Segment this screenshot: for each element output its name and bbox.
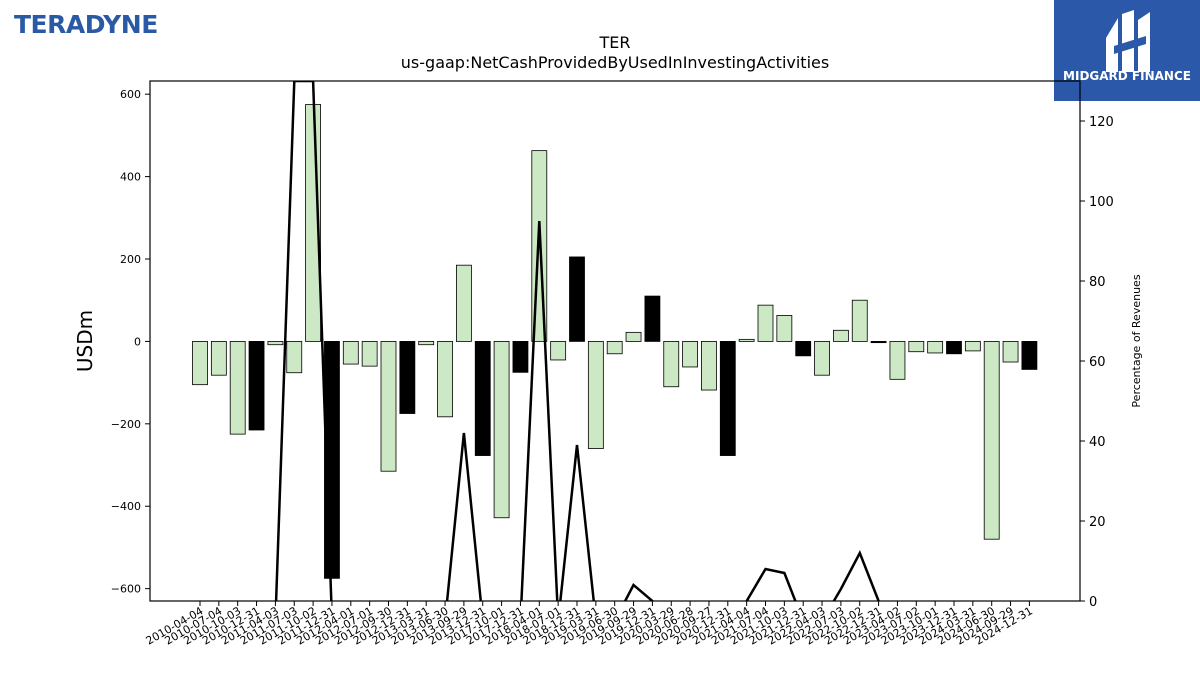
bar-2023-12-31 bbox=[946, 341, 962, 355]
bar-2019-03-31 bbox=[587, 341, 604, 449]
bar-2010-07-04 bbox=[210, 341, 227, 376]
bar-2010-12-31 bbox=[248, 341, 265, 431]
bar-2018-12-31 bbox=[569, 256, 585, 342]
y-axis-label: USDm bbox=[73, 310, 97, 372]
bar-2012-04-01 bbox=[342, 341, 359, 365]
bar-2021-10-03 bbox=[776, 315, 793, 342]
bar-2013-12-31 bbox=[474, 341, 491, 456]
bar-2020-06-28 bbox=[682, 341, 698, 368]
bar-2018-07-01 bbox=[550, 341, 567, 361]
y2-tick-label: 120 bbox=[1089, 115, 1114, 130]
y-tick-label: 0 bbox=[134, 335, 141, 348]
bar-2013-03-31 bbox=[418, 341, 435, 346]
y2-axis-label: Percentage of Revenues bbox=[1130, 274, 1143, 407]
bar-2010-10-03 bbox=[229, 341, 246, 435]
y-tick-label: 600 bbox=[120, 88, 141, 101]
y2-tick-label: 40 bbox=[1089, 435, 1106, 450]
y2-tick-label: 0 bbox=[1089, 595, 1097, 610]
bar-2024-09-29 bbox=[1002, 341, 1019, 363]
midgard-finance-label: MIDGARD FINANCE bbox=[1063, 69, 1191, 83]
bar-2023-07-02 bbox=[908, 341, 925, 353]
bar-2012-07-01 bbox=[361, 341, 378, 367]
plot-frame bbox=[149, 80, 1081, 602]
bar-2020-09-27 bbox=[701, 341, 717, 391]
bar-2013-06-30 bbox=[437, 341, 453, 418]
bar-2019-12-31 bbox=[644, 295, 661, 342]
bar-2012-12-31 bbox=[399, 341, 416, 414]
midgard-finance-logo: MIDGARD FINANCE bbox=[1054, 0, 1200, 101]
bar-2020-03-29 bbox=[663, 341, 680, 388]
chart-title: TER bbox=[599, 33, 631, 52]
bar-2011-04-03 bbox=[267, 341, 284, 346]
bar-2022-04-03 bbox=[814, 341, 830, 376]
teradyne-logo: TERADYNE bbox=[14, 10, 158, 39]
bar-2019-09-29 bbox=[625, 331, 642, 342]
y-tick-label: 400 bbox=[120, 171, 141, 184]
bar-2022-10-02 bbox=[851, 299, 868, 342]
bar-2017-12-31 bbox=[512, 341, 529, 373]
y2-tick-label: 80 bbox=[1089, 275, 1106, 290]
y-tick-label: −200 bbox=[111, 418, 141, 431]
y2-tick-label: 100 bbox=[1089, 195, 1114, 210]
y-tick-label: 200 bbox=[120, 253, 141, 266]
y2-tick-label: 20 bbox=[1089, 515, 1106, 530]
bar-2021-12-31 bbox=[795, 341, 812, 357]
bar-2024-06-30 bbox=[983, 341, 1000, 540]
bar-2013-09-29 bbox=[455, 264, 472, 342]
bar-2022-07-03 bbox=[833, 329, 849, 342]
bar-2024-03-31 bbox=[964, 341, 981, 352]
bar-2023-10-01 bbox=[927, 341, 944, 354]
bar-2022-12-31 bbox=[870, 341, 887, 344]
bar-2020-12-31 bbox=[719, 341, 736, 456]
midgard-mark-icon bbox=[1106, 10, 1150, 72]
chart-subtitle: us-gaap:NetCashProvidedByUsedInInvesting… bbox=[401, 53, 829, 72]
bar-2021-04-04 bbox=[738, 338, 755, 342]
bar-2017-10-01 bbox=[493, 341, 510, 519]
bar-2012-09-30 bbox=[380, 341, 397, 472]
bar-2024-12-31 bbox=[1021, 341, 1038, 370]
bar-2023-04-02 bbox=[889, 341, 906, 380]
bar-2019-06-30 bbox=[606, 341, 623, 355]
y-tick-label: −400 bbox=[111, 500, 141, 513]
y-tick-label: −600 bbox=[111, 583, 141, 596]
bar-2021-07-04 bbox=[757, 304, 774, 342]
y2-tick-label: 60 bbox=[1089, 355, 1106, 370]
bar-2010-04-04 bbox=[192, 341, 208, 386]
bar-2011-07-03 bbox=[286, 341, 303, 374]
